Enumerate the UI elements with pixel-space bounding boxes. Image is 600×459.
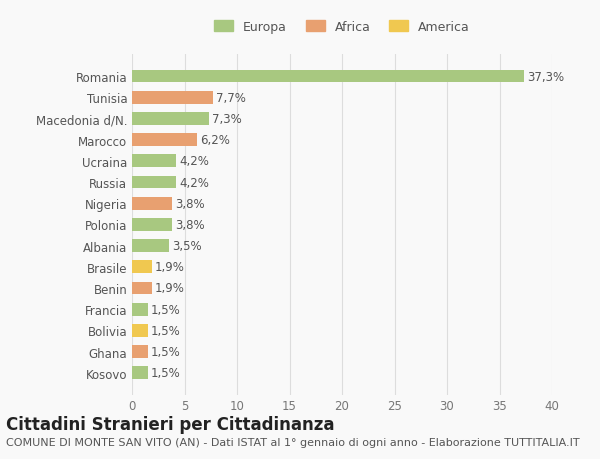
Bar	[132, 303, 148, 316]
Text: 1,5%: 1,5%	[151, 366, 181, 380]
Text: Cittadini Stranieri per Cittadinanza: Cittadini Stranieri per Cittadinanza	[6, 415, 335, 433]
Bar	[132, 176, 176, 189]
Bar	[132, 155, 176, 168]
Bar	[132, 134, 197, 147]
Bar	[132, 92, 213, 104]
Bar	[132, 282, 152, 295]
Bar	[132, 325, 148, 337]
Bar	[132, 197, 172, 210]
Legend: Europa, Africa, America: Europa, Africa, America	[214, 21, 470, 34]
Text: 1,9%: 1,9%	[155, 261, 185, 274]
Bar	[132, 261, 152, 274]
Text: 1,5%: 1,5%	[151, 345, 181, 358]
Text: 3,8%: 3,8%	[175, 197, 205, 210]
Bar	[132, 346, 148, 358]
Text: COMUNE DI MONTE SAN VITO (AN) - Dati ISTAT al 1° gennaio di ogni anno - Elaboraz: COMUNE DI MONTE SAN VITO (AN) - Dati IST…	[6, 437, 580, 447]
Bar	[132, 218, 172, 231]
Text: 37,3%: 37,3%	[527, 70, 564, 84]
Text: 7,3%: 7,3%	[212, 112, 242, 126]
Bar	[132, 367, 148, 379]
Text: 6,2%: 6,2%	[200, 134, 230, 147]
Bar	[132, 240, 169, 252]
Bar	[132, 71, 524, 83]
Text: 4,2%: 4,2%	[179, 155, 209, 168]
Text: 4,2%: 4,2%	[179, 176, 209, 189]
Text: 3,5%: 3,5%	[172, 240, 202, 252]
Bar	[132, 113, 209, 125]
Text: 1,5%: 1,5%	[151, 324, 181, 337]
Text: 1,9%: 1,9%	[155, 282, 185, 295]
Text: 1,5%: 1,5%	[151, 303, 181, 316]
Text: 3,8%: 3,8%	[175, 218, 205, 231]
Text: 7,7%: 7,7%	[216, 91, 246, 105]
